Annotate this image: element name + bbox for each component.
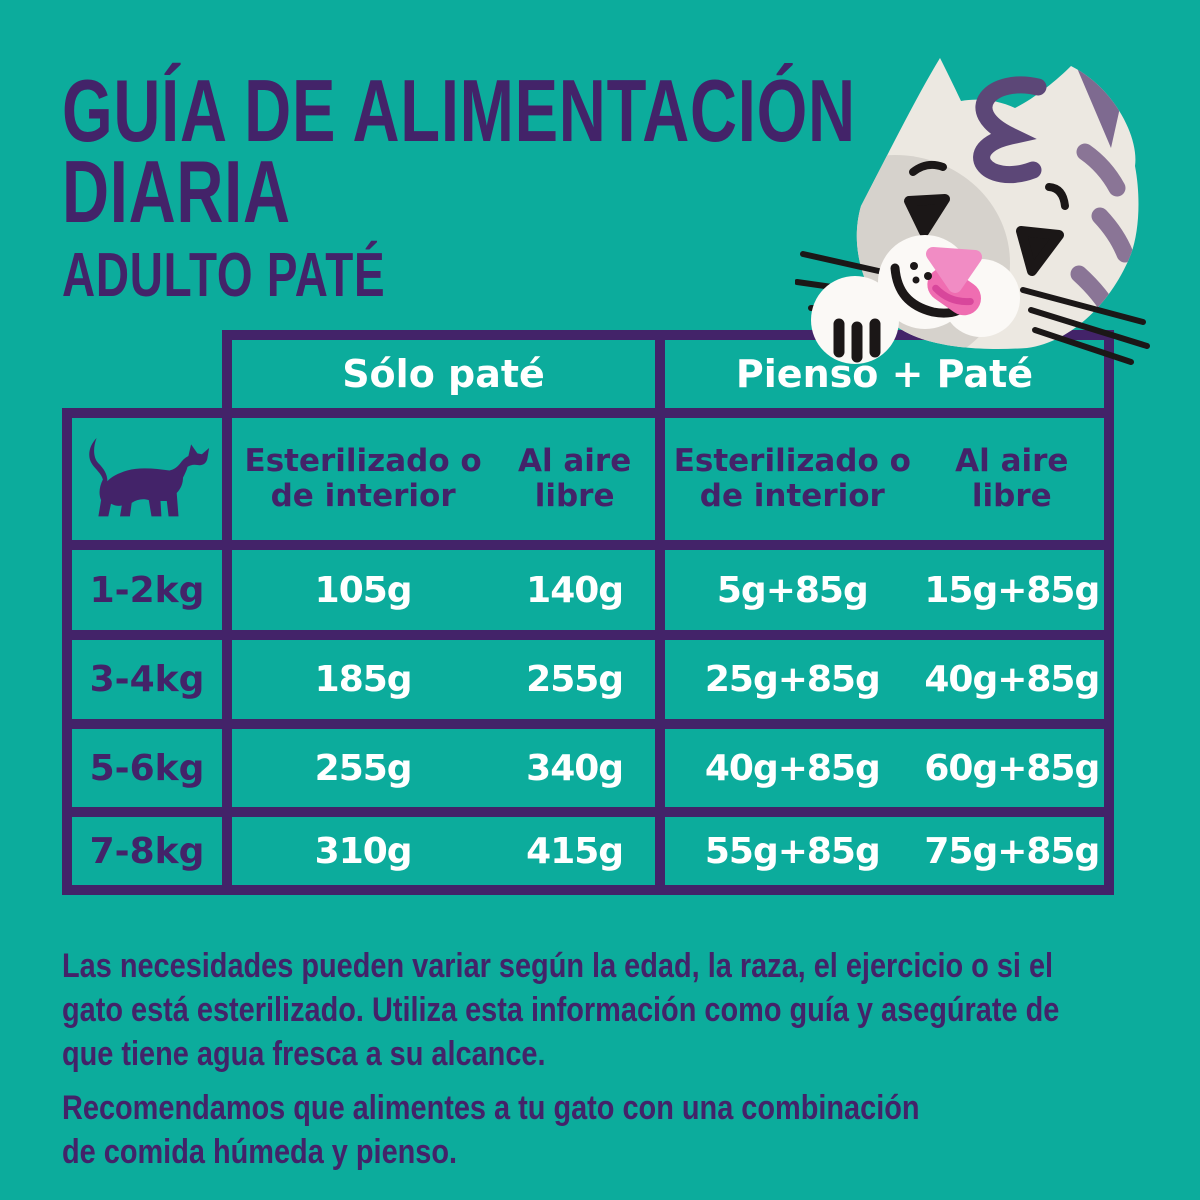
cell-value: 105g bbox=[314, 569, 413, 611]
subheader-sterilized-indoor: Esterilizado o de interior bbox=[673, 442, 911, 514]
subheaders-pienso-pate: Esterilizado o de interior Al aire libre bbox=[665, 418, 1104, 540]
footnote-variability: Las necesidades pueden variar según la e… bbox=[62, 944, 1120, 1076]
cell-value: 55g+85g bbox=[704, 830, 881, 872]
row-weight-label: 1-2kg bbox=[72, 550, 222, 630]
row-weight-label: 3-4kg bbox=[72, 640, 222, 719]
cat-eye bbox=[1016, 226, 1064, 276]
page-title-line1: GUÍA DE ALIMENTACIÓN bbox=[62, 61, 856, 160]
table-corner-spacer bbox=[72, 340, 222, 408]
cell-value: 415g bbox=[526, 830, 624, 872]
cat-silhouette-icon bbox=[89, 438, 210, 517]
cat-eyebrow bbox=[1045, 183, 1069, 210]
row-header-icon-cell bbox=[72, 418, 222, 540]
cell-value: 310g bbox=[314, 830, 413, 872]
footnote-recommendation: Recomendamos que alimentes a tu gato con… bbox=[62, 1086, 1120, 1174]
footnote-line: Las necesidades pueden variar según la e… bbox=[62, 947, 1054, 985]
table-row-values: 185g 255g bbox=[232, 640, 655, 719]
feeding-table: Sólo paté Pienso + Paté Esterilizado o d… bbox=[72, 340, 1104, 885]
page-subtitle: ADULTO PATÉ bbox=[62, 241, 386, 310]
table-row-values: 105g 140g bbox=[232, 550, 655, 630]
cell-value: 75g+85g bbox=[924, 830, 1100, 872]
cat-nose bbox=[926, 247, 982, 293]
cell-value: 15g+85g bbox=[924, 569, 1100, 611]
subheader-sterilized-indoor: Esterilizado o de interior bbox=[244, 442, 482, 514]
cell-value: 40g+85g bbox=[924, 659, 1100, 700]
table-row-values: 310g 415g bbox=[232, 817, 655, 885]
row-weight-label: 5-6kg bbox=[72, 729, 222, 807]
table-row-values: 25g+85g 40g+85g bbox=[665, 640, 1104, 719]
row-weight-label: 7-8kg bbox=[72, 817, 222, 885]
footnote-line: Recomendamos que alimentes a tu gato con… bbox=[62, 1089, 920, 1127]
cat-muzzle-dots bbox=[910, 262, 932, 284]
forehead-marking bbox=[973, 76, 1047, 183]
cell-value: 140g bbox=[526, 569, 624, 611]
subheader-outdoor: Al aire libre bbox=[955, 442, 1069, 514]
cell-value: 340g bbox=[526, 747, 624, 789]
cat-stripe bbox=[1091, 207, 1134, 263]
table-row-values: 5g+85g 15g+85g bbox=[665, 550, 1104, 630]
cell-value: 25g+85g bbox=[704, 659, 881, 700]
page-title-line2: DIARIA bbox=[62, 142, 291, 241]
cell-value: 185g bbox=[314, 659, 413, 700]
subheaders-solo-pate: Esterilizado o de interior Al aire libre bbox=[232, 418, 655, 540]
cat-stripe bbox=[1076, 143, 1126, 197]
cat-eyebrow bbox=[909, 160, 947, 176]
table-row-values: 255g 340g bbox=[232, 729, 655, 807]
table-row-values: 40g+85g 60g+85g bbox=[665, 729, 1104, 807]
peeking-cat-illustration bbox=[795, 58, 1150, 365]
cell-value: 40g+85g bbox=[704, 747, 881, 789]
cat-eye bbox=[904, 194, 950, 237]
group-header-solo-pate: Sólo paté bbox=[232, 340, 655, 408]
cat-paw bbox=[811, 276, 899, 364]
footnote-line: gato está esterilizado. Utiliza esta inf… bbox=[62, 991, 1060, 1029]
subheader-outdoor: Al aire libre bbox=[517, 442, 632, 514]
cell-value: 255g bbox=[526, 659, 624, 700]
table-row-values: 55g+85g 75g+85g bbox=[665, 817, 1104, 885]
page-title-block: GUÍA DE ALIMENTACIÓN DIARIA ADULTO PATÉ bbox=[62, 61, 856, 310]
cell-value: 60g+85g bbox=[924, 747, 1100, 789]
footnote-line: de comida húmeda y pienso. bbox=[62, 1133, 458, 1171]
footnote-line: que tiene agua fresca a su alcance. bbox=[62, 1035, 546, 1073]
cell-value: 255g bbox=[314, 747, 413, 789]
cell-value: 5g+85g bbox=[716, 569, 869, 611]
